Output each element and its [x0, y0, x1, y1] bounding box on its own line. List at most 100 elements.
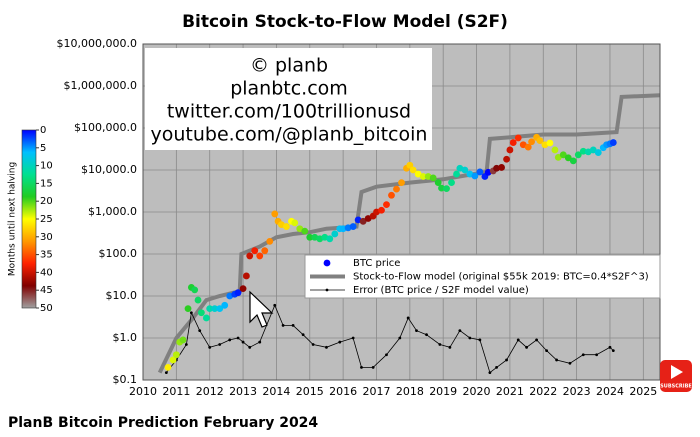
error-point [516, 338, 520, 342]
btc-price-point [301, 227, 309, 235]
btc-price-point [443, 185, 450, 193]
error-point [425, 333, 428, 337]
error-point [545, 349, 548, 353]
y-tick-label: $100.0 [99, 247, 138, 260]
error-point [325, 345, 328, 349]
btc-price-point [453, 170, 460, 178]
error-point [311, 343, 315, 346]
btc-price-point [172, 351, 180, 359]
colorbar-tick-label: 10 [40, 161, 53, 172]
btc-price-point [429, 174, 437, 182]
error-point [351, 336, 355, 340]
x-tick-label: 2016 [329, 385, 357, 398]
y-tick-label: $1,000.0 [88, 205, 137, 218]
btc-price-point [164, 363, 172, 371]
btc-price-point [206, 305, 214, 313]
btc-price-point [202, 314, 210, 322]
btc-price-point [448, 179, 455, 187]
btc-price-point [419, 173, 427, 180]
error-point [189, 311, 193, 315]
y-tick-label: $100,000.0 [74, 121, 137, 134]
error-point [198, 329, 202, 333]
btc-price-point [291, 219, 299, 227]
error-point [371, 365, 375, 369]
watermark-text: youtube.com/@planb_bitcoin [151, 124, 428, 146]
btc-price-point [498, 164, 505, 171]
btc-price-point [256, 252, 264, 260]
btc-price-point [184, 305, 192, 313]
btc-price-point [283, 223, 290, 230]
legend-box [304, 254, 661, 299]
y-tick-label: $10.0 [106, 289, 138, 302]
error-point [398, 336, 402, 340]
btc-price-point [271, 210, 279, 218]
error-point [338, 340, 342, 344]
btc-price-point [383, 201, 390, 209]
legend-label: BTC price [353, 258, 400, 269]
caption: PlanB Bitcoin Prediction February 2024 [8, 415, 318, 431]
error-point [555, 358, 558, 362]
subscribe-icon [671, 365, 683, 379]
y-tick-label: $10,000,000.0 [57, 37, 137, 50]
colorbar-tick-label: 5 [40, 143, 46, 154]
error-point [385, 353, 388, 357]
x-tick-label: 2025 [629, 385, 657, 398]
colorbar-tick-label: 0 [40, 125, 46, 136]
error-point [415, 329, 418, 333]
btc-price-point [179, 336, 187, 344]
btc-price-point [211, 305, 219, 313]
x-tick-label: 2010 [129, 385, 157, 398]
colorbar-label: Months until next halving [8, 162, 18, 276]
x-tick-label: 2020 [463, 385, 491, 398]
btc-price-point [261, 247, 269, 255]
btc-price-point [536, 137, 544, 145]
btc-price-point [194, 296, 202, 304]
btc-price-point [331, 230, 339, 238]
legend-label: Error (BTC price / S2F model value) [353, 285, 529, 296]
error-point [525, 345, 528, 349]
colorbar-tick-label: 45 [40, 285, 53, 296]
btc-price-point [589, 146, 597, 154]
error-point [478, 338, 482, 342]
error-point [448, 345, 452, 349]
error-point [581, 353, 585, 357]
plot-frame [142, 43, 661, 381]
colorbar-tick-label: 40 [40, 267, 53, 278]
error-point [488, 371, 492, 375]
error-point [281, 323, 285, 327]
x-tick-label: 2022 [529, 385, 557, 398]
error-point [301, 333, 305, 337]
error-point [535, 338, 538, 342]
btc-price-point [559, 151, 567, 159]
error-point [273, 303, 277, 307]
btc-price-point [461, 166, 469, 174]
watermark-box [145, 48, 432, 150]
btc-price-point [326, 235, 334, 243]
btc-price-point [234, 289, 242, 297]
btc-price-point [554, 153, 562, 161]
btc-price-point [506, 146, 514, 154]
error-point [208, 345, 212, 349]
y-tick-label: $10,000.0 [81, 163, 137, 176]
x-tick-label: 2014 [262, 385, 290, 398]
error-point [291, 323, 295, 327]
btc-price-point [169, 356, 177, 364]
x-tick-label: 2015 [296, 385, 324, 398]
btc-price-point [339, 225, 347, 233]
error-point [495, 365, 498, 369]
cursor [249, 290, 274, 328]
subscribe-label: SUBSCRIBE [660, 384, 692, 390]
watermark-text: planbtc.com [230, 78, 348, 100]
y-tick-label: $0.1 [113, 373, 138, 386]
x-tick-label: 2018 [396, 385, 424, 398]
x-tick-label: 2013 [229, 385, 257, 398]
y-tick-label: $1.0 [113, 331, 138, 344]
x-tick-label: 2021 [496, 385, 524, 398]
btc-price-point [574, 151, 582, 159]
btc-price-point [359, 217, 367, 225]
error-point [468, 336, 472, 340]
error-point [236, 336, 240, 340]
error-point [608, 345, 612, 349]
btc-price-point [569, 157, 577, 165]
